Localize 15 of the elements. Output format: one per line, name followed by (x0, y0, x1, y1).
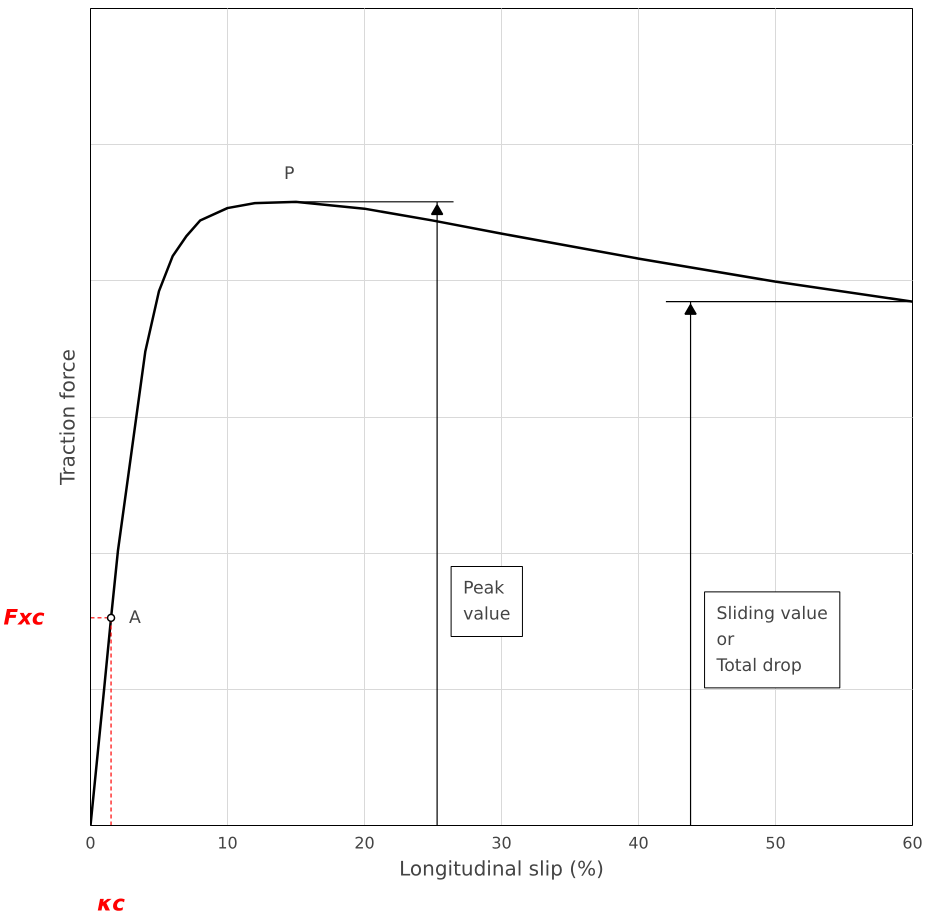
x-tick-label: 50 (765, 834, 786, 852)
y-axis-title: Traction force (56, 349, 80, 486)
x-tick-label: 0 (85, 834, 96, 852)
x-tick-label: 40 (628, 834, 649, 852)
annotation: Sliding value or Total drop (716, 604, 828, 676)
annotation: A (129, 608, 142, 628)
x-tick-label: 10 (217, 834, 238, 852)
annotation: Peak value (463, 578, 510, 625)
annotation: P (284, 164, 294, 184)
x-tick-label: 20 (354, 834, 375, 852)
x-tick-label: 30 (491, 834, 512, 852)
x-axis-title: Longitudinal slip (%) (399, 856, 604, 880)
text: Fxc (4, 605, 45, 630)
text: κc (97, 892, 126, 916)
x-tick-label: 60 (902, 834, 923, 852)
